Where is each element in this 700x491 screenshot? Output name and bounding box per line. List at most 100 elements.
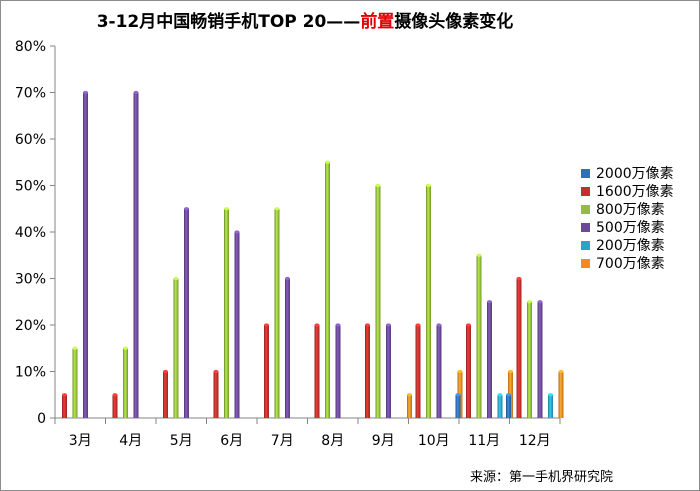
bar-top xyxy=(163,369,168,374)
chart-legend: 2000万像素 1600万像素 800万像素 500万像素 200万像素 700万像素 xyxy=(581,164,674,272)
bar-top xyxy=(335,323,341,327)
legend-label: 800万像素 xyxy=(596,202,665,218)
bar xyxy=(365,325,370,418)
bar-top xyxy=(173,276,179,281)
bar xyxy=(173,278,179,418)
bar-top xyxy=(558,369,564,374)
y-tick-label: 0 xyxy=(37,411,46,427)
x-tick-label: 3月 xyxy=(69,433,92,449)
legend-item: 500万像素 xyxy=(581,218,674,236)
bar xyxy=(386,325,391,418)
bar xyxy=(426,185,431,418)
bar xyxy=(314,325,320,418)
legend-swatch xyxy=(581,222,590,232)
bar-top xyxy=(274,207,280,211)
x-tick-label: 10月 xyxy=(418,433,450,449)
bar-top xyxy=(224,207,229,211)
bar xyxy=(415,325,421,418)
source-note: 来源：第一手机界研究院 xyxy=(470,470,614,485)
bar xyxy=(112,394,118,418)
legend-swatch xyxy=(581,168,590,178)
legend-swatch xyxy=(581,240,590,250)
bar xyxy=(83,92,88,418)
bar xyxy=(375,185,381,418)
bar xyxy=(407,394,412,418)
x-tick-label: 11月 xyxy=(468,433,500,449)
bar-top xyxy=(314,323,320,327)
legend-item: 700万像素 xyxy=(581,254,674,272)
bar-top xyxy=(487,300,492,304)
bar xyxy=(436,325,442,418)
bar-top xyxy=(516,276,522,281)
bar xyxy=(285,278,290,418)
bar-top xyxy=(457,369,463,374)
legend-label: 200万像素 xyxy=(596,238,665,254)
bar-top xyxy=(234,230,240,234)
title-main: 3-12月中国畅销手机TOP 20—— xyxy=(96,12,361,32)
legend-label: 700万像素 xyxy=(596,256,665,272)
legend-item: 800万像素 xyxy=(581,200,674,218)
bar-top xyxy=(123,346,128,350)
title-tail: 摄像头像素变化 xyxy=(394,12,514,32)
y-tick-label: 70% xyxy=(15,86,46,102)
bar-top xyxy=(537,300,543,304)
legend-item: 1600万像素 xyxy=(581,182,674,200)
bar xyxy=(455,394,461,418)
legend-swatch xyxy=(581,258,590,268)
bar-top xyxy=(466,323,471,327)
bar-top xyxy=(365,323,370,327)
legend-label: 500万像素 xyxy=(596,220,665,236)
bar-top xyxy=(133,90,139,95)
bar xyxy=(133,92,139,418)
bar xyxy=(548,394,553,418)
bar xyxy=(516,278,522,418)
bar-top xyxy=(112,393,118,397)
bar xyxy=(184,208,189,418)
bar-top xyxy=(325,160,330,164)
bar-top xyxy=(264,323,269,327)
bar-top xyxy=(83,90,88,95)
legend-item: 2000万像素 xyxy=(581,164,674,182)
bar xyxy=(476,255,482,418)
x-tick-label: 12月 xyxy=(519,433,551,449)
bar xyxy=(537,301,543,418)
bar-top xyxy=(506,393,511,397)
bar-top xyxy=(407,393,412,397)
x-tick-label: 7月 xyxy=(271,433,294,449)
bar-top xyxy=(285,276,290,281)
bar xyxy=(264,325,269,418)
bar xyxy=(497,394,503,418)
chart-title: 3-12月中国畅销手机TOP 20——前置摄像头像素变化 xyxy=(0,7,610,32)
bar xyxy=(123,348,128,418)
y-tick-label: 40% xyxy=(15,225,46,241)
x-tick-label: 6月 xyxy=(220,433,243,449)
y-tick-label: 30% xyxy=(15,272,46,288)
bar xyxy=(62,394,67,418)
y-tick-label: 50% xyxy=(15,179,46,195)
y-tick-label: 10% xyxy=(15,365,46,381)
bar xyxy=(234,232,240,418)
y-tick-label: 20% xyxy=(15,318,46,334)
bar xyxy=(506,394,511,418)
bar xyxy=(466,325,471,418)
bar-top xyxy=(184,207,189,211)
bar-top xyxy=(375,183,381,188)
bar-top xyxy=(72,346,78,350)
bar-top xyxy=(426,183,431,188)
x-tick-label: 4月 xyxy=(119,433,142,449)
bar-top xyxy=(62,393,67,397)
bar xyxy=(325,162,330,418)
bar-top xyxy=(415,323,421,327)
bar xyxy=(558,371,564,418)
bar xyxy=(487,301,492,418)
bar xyxy=(335,325,341,418)
bar xyxy=(527,301,532,418)
x-tick-label: 8月 xyxy=(321,433,344,449)
bar-top xyxy=(527,300,532,304)
legend-swatch xyxy=(581,204,590,214)
bar-top xyxy=(476,253,482,257)
bar-top xyxy=(497,393,503,397)
bar-top xyxy=(548,393,553,397)
bar-top xyxy=(386,323,391,327)
